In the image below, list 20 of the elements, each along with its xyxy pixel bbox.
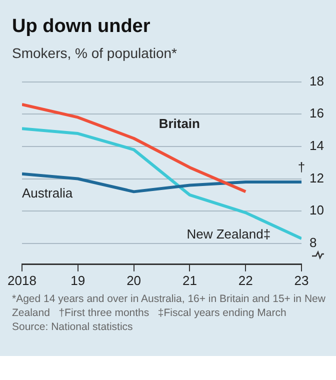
x-tick-label: 2018 (8, 272, 36, 288)
annotation: † (298, 160, 306, 175)
y-tick-label: 10 (310, 202, 324, 218)
y-tick-label: 8 (310, 234, 317, 250)
x-tick-label: 20 (126, 272, 142, 288)
x-tick-label: 21 (182, 272, 197, 288)
source-note: Source: National statistics (12, 321, 133, 333)
x-tick-label: 22 (238, 272, 253, 288)
series-label: New Zealand‡ (186, 226, 271, 242)
chart-title: Up down under (12, 16, 150, 38)
y-tick-label: 18 (310, 73, 324, 88)
x-tick-label: 23 (294, 272, 309, 288)
y-tick-label: 16 (310, 106, 324, 121)
series-label: Australia (22, 185, 74, 200)
text: *Aged 14 years and over in Australia, 16+ in Britain and 15+ in New Zealand †First three months ‡Fiscal years ending March (12, 293, 326, 319)
y-tick-label: 12 (310, 170, 324, 186)
x-tick-label: 19 (70, 272, 86, 288)
chart-subtitle: Smokers, % of population* (12, 45, 177, 61)
series-label: Britain (158, 116, 200, 131)
y-tick-label: 14 (310, 138, 324, 154)
